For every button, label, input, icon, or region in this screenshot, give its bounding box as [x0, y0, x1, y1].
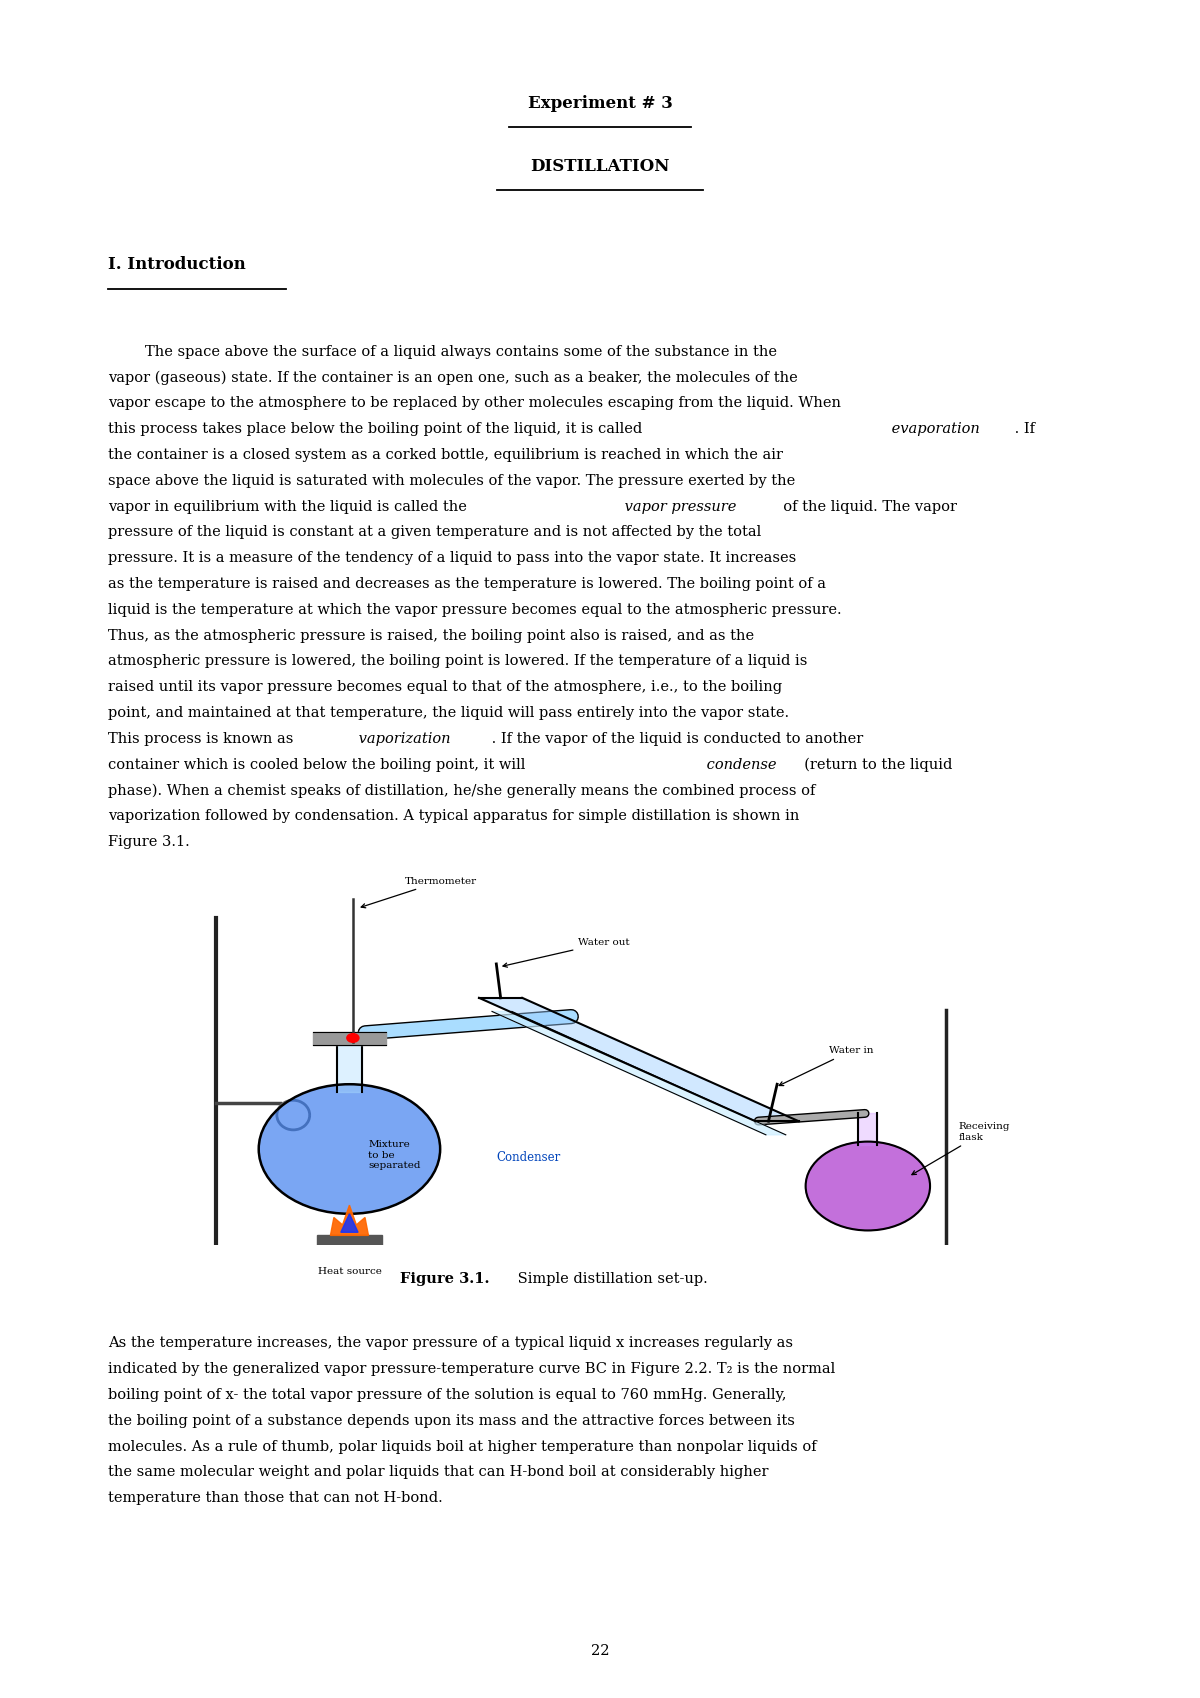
Text: as the temperature is raised and decreases as the temperature is lowered. The bo: as the temperature is raised and decreas…: [108, 577, 826, 591]
Text: pressure of the liquid is constant at a given temperature and is not affected by: pressure of the liquid is constant at a …: [108, 525, 761, 540]
Text: condense: condense: [702, 757, 778, 771]
Text: Thus, as the atmospheric pressure is raised, the boiling point also is raised, a: Thus, as the atmospheric pressure is rai…: [108, 628, 754, 642]
Circle shape: [805, 1141, 930, 1231]
Text: pressure. It is a measure of the tendency of a liquid to pass into the vapor sta: pressure. It is a measure of the tendenc…: [108, 552, 797, 565]
Text: atmospheric pressure is lowered, the boiling point is lowered. If the temperatur: atmospheric pressure is lowered, the boi…: [108, 654, 808, 669]
Text: point, and maintained at that temperature, the liquid will pass entirely into th: point, and maintained at that temperatur…: [108, 706, 790, 720]
Polygon shape: [492, 1012, 786, 1134]
Bar: [317, 1236, 383, 1257]
Text: DISTILLATION: DISTILLATION: [530, 158, 670, 175]
Text: the container is a closed system as a corked bottle, equilibrium is reached in w: the container is a closed system as a co…: [108, 448, 784, 462]
Text: space above the liquid is saturated with molecules of the vapor. The pressure ex: space above the liquid is saturated with…: [108, 474, 796, 487]
Text: Thermometer: Thermometer: [361, 876, 476, 908]
Text: vapor in equilibrium with the liquid is called the: vapor in equilibrium with the liquid is …: [108, 499, 467, 513]
Text: molecules. As a rule of thumb, polar liquids boil at higher temperature than non: molecules. As a rule of thumb, polar liq…: [108, 1440, 817, 1453]
Circle shape: [259, 1085, 440, 1214]
Text: Heat source: Heat source: [318, 1267, 382, 1275]
Text: vapor (gaseous) state. If the container is an open one, such as a beaker, the mo: vapor (gaseous) state. If the container …: [108, 370, 798, 385]
Text: Mixture
to be
separated: Mixture to be separated: [368, 1141, 421, 1170]
Text: vaporization: vaporization: [354, 732, 450, 745]
Text: indicated by the generalized vapor pressure-temperature curve BC in Figure 2.2. : indicated by the generalized vapor press…: [108, 1362, 835, 1375]
Text: boiling point of x- the total vapor pressure of the solution is equal to 760 mmH: boiling point of x- the total vapor pres…: [108, 1387, 786, 1403]
Text: this process takes place below the boiling point of the liquid, it is called: this process takes place below the boili…: [108, 423, 642, 436]
Text: . If: . If: [1010, 423, 1034, 436]
Text: Water in: Water in: [779, 1046, 874, 1085]
Text: Figure 3.1.: Figure 3.1.: [108, 835, 190, 849]
Text: 22: 22: [590, 1644, 610, 1657]
Text: temperature than those that can not H-bond.: temperature than those that can not H-bo…: [108, 1491, 443, 1504]
Polygon shape: [479, 998, 799, 1121]
Polygon shape: [341, 1214, 358, 1233]
Text: vapor pressure: vapor pressure: [620, 499, 737, 513]
Text: liquid is the temperature at which the vapor pressure becomes equal to the atmos: liquid is the temperature at which the v…: [108, 603, 841, 616]
Text: . If the vapor of the liquid is conducted to another: . If the vapor of the liquid is conducte…: [487, 732, 864, 745]
Text: of the liquid. The vapor: of the liquid. The vapor: [774, 499, 958, 513]
Text: (return to the liquid: (return to the liquid: [794, 757, 952, 773]
Text: vapor escape to the atmosphere to be replaced by other molecules escaping from t: vapor escape to the atmosphere to be rep…: [108, 396, 841, 411]
Text: container which is cooled below the boiling point, it will: container which is cooled below the boil…: [108, 757, 526, 771]
Polygon shape: [330, 1206, 368, 1236]
Text: Receiving
flask: Receiving flask: [912, 1122, 1010, 1175]
Text: Condenser: Condenser: [497, 1151, 560, 1165]
Text: Simple distillation set-up.: Simple distillation set-up.: [512, 1272, 708, 1285]
Bar: [858, 1114, 877, 1146]
Text: The space above the surface of a liquid always contains some of the substance in: The space above the surface of a liquid …: [108, 345, 778, 358]
Text: As the temperature increases, the vapor pressure of a typical liquid x increases: As the temperature increases, the vapor …: [108, 1336, 793, 1350]
Circle shape: [347, 1034, 359, 1043]
Text: Water out: Water out: [503, 939, 630, 968]
Text: Experiment # 3: Experiment # 3: [528, 95, 672, 112]
Bar: [313, 1032, 385, 1046]
Bar: [337, 1046, 361, 1092]
Text: I. Introduction: I. Introduction: [108, 256, 246, 273]
Text: the same molecular weight and polar liquids that can H-bond boil at considerably: the same molecular weight and polar liqu…: [108, 1465, 768, 1479]
Text: evaporation: evaporation: [887, 423, 979, 436]
Text: vaporization followed by condensation. A typical apparatus for simple distillati: vaporization followed by condensation. A…: [108, 810, 799, 824]
Text: phase). When a chemist speaks of distillation, he/she generally means the combin: phase). When a chemist speaks of distill…: [108, 783, 815, 798]
Text: This process is known as: This process is known as: [108, 732, 293, 745]
Text: the boiling point of a substance depends upon its mass and the attractive forces: the boiling point of a substance depends…: [108, 1414, 794, 1428]
Text: raised until its vapor pressure becomes equal to that of the atmosphere, i.e., t: raised until its vapor pressure becomes …: [108, 681, 782, 694]
Text: Figure 3.1.: Figure 3.1.: [400, 1272, 490, 1285]
